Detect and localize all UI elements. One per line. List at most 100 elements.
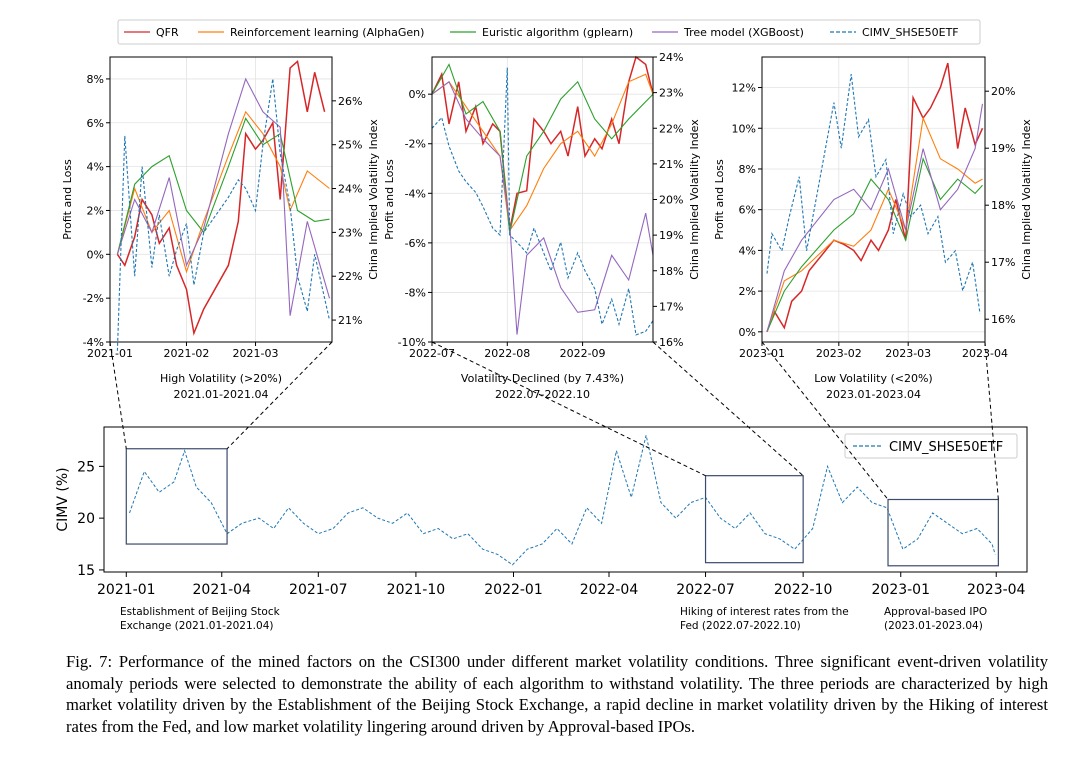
y2-tick-label: 19% [659,229,683,242]
period-highlight-box [887,498,999,567]
panel-subtitle: 2023.01-2023.04 [826,388,921,401]
x-tick-label: 2021-01 [87,347,133,360]
series-line [431,67,654,336]
series-line [766,74,981,314]
y-tick-label: -2% [83,292,104,305]
y-tick-label: 8% [87,73,104,86]
series-line [116,117,330,255]
zoom-connector [226,341,333,450]
zoom-connector [984,341,999,500]
panel-frame [103,426,1028,573]
period-highlight-box [125,448,228,545]
legend-frame [117,19,981,45]
period-highlight-box [704,475,804,564]
y2-tick-label: 17% [659,300,683,313]
y2-axis-label: China Implied Volatility Index [1020,119,1033,280]
annotation-beijing: Establishment of Beijing Stock Exchange … [120,606,280,632]
y-tick-label: 8% [739,163,756,176]
panel-subtitle: 2021.01-2021.04 [174,388,269,401]
y2-tick-label: 16% [991,313,1015,326]
legend-label: CIMV_SHSE50ETF [889,440,1003,455]
legend-label: Reinforcement learning (AlphaGen) [230,26,424,39]
panel-frame [761,56,986,343]
y2-tick-label: 21% [659,158,683,171]
x-tick-label: 2022-10 [774,582,833,598]
figure-canvas: QFR Reinforcement learning (AlphaGen) Euri… [55,19,1033,598]
zoom-connector [431,341,706,477]
y-axis-label: Profit and Loss [61,159,74,240]
y-tick-label: 25 [77,459,95,475]
x-tick-label: 2023-03 [885,347,931,360]
annotation-ipo: Approval-based IPO (2023.01-2023.04) [884,606,988,632]
y2-tick-label: 21% [338,314,362,327]
y2-axis-label: China Implied Volatility Index [367,119,380,280]
legend-label: Euristic algorithm (gplearn) [482,26,633,39]
figure-legend: QFR Reinforcement learning (AlphaGen) Euri… [117,19,981,45]
y-tick-label: -4% [83,336,104,349]
panel-title: Low Volatility (<20%) [814,372,932,385]
series-line [431,73,654,232]
y-axis-label: Profit and Loss [713,159,726,240]
y-tick-label: 0% [409,88,426,101]
x-tick-label: 2021-07 [289,582,348,598]
legend-label: CIMV_SHSE50ETF [862,26,959,39]
y-tick-label: 2% [87,204,104,217]
legend-label: QFR [156,26,179,39]
y2-tick-label: 23% [338,226,362,239]
panel-subtitle: 2022.07-2022.10 [495,388,590,401]
x-tick-label: 2022-08 [484,347,530,360]
y-tick-label: 4% [739,244,756,257]
y2-tick-label: 25% [338,139,362,152]
figure-caption: Fig. 7: Performance of the mined factors… [66,652,1048,736]
y2-tick-label: 22% [338,270,362,283]
y2-tick-label: 16% [659,336,683,349]
y2-tick-label: 20% [659,194,683,207]
x-tick-label: 2023-01 [872,582,931,598]
y-tick-label: -8% [405,286,426,299]
series-line [431,63,654,234]
x-tick-label: 2021-01 [97,582,156,598]
y-tick-label: -2% [405,138,426,151]
y2-tick-label: 24% [338,183,362,196]
zoom-connector [109,341,127,449]
annotation-fed: Hiking of interest rates from the Fed (2… [680,606,849,632]
panel-frame [109,56,333,343]
x-tick-label: 2022-09 [560,347,606,360]
series-line [766,62,984,333]
y-tick-label: 4% [87,161,104,174]
y2-tick-label: 20% [991,85,1015,98]
series-line [116,59,326,336]
y2-axis-label: China Implied Volatility Index [688,119,701,280]
y-axis-label: Profit and Loss [383,159,396,240]
x-tick-label: 2021-04 [193,582,252,598]
y-tick-label: 10% [732,122,756,135]
zoom-connector [652,341,804,477]
x-tick-label: 2023-02 [816,347,862,360]
zoom-connector [761,341,889,500]
series-line [431,80,654,335]
y-tick-label: 6% [87,117,104,130]
panel-title: High Volatility (>20%) [160,372,282,385]
x-tick-label: 2023-01 [739,347,785,360]
timeline-legend: CIMV_SHSE50ETF [844,433,1018,459]
series-line [116,110,330,274]
series-line [116,78,331,351]
series-line [116,77,331,316]
y-tick-label: 15 [77,563,95,579]
x-tick-label: 2022-07 [409,347,455,360]
series-line [766,103,984,332]
y2-tick-label: 18% [991,199,1015,212]
legend-label: Tree model (XGBoost) [683,26,804,39]
y-tick-label: -6% [405,237,426,250]
y2-tick-label: 19% [991,142,1015,155]
series-line [766,156,983,333]
y-tick-label: -4% [405,187,426,200]
y2-tick-label: 24% [659,51,683,64]
y-tick-label: 6% [739,204,756,217]
panel-title: Volatility Declined (by 7.43%) [461,372,624,385]
y-tick-label: 0% [739,326,756,339]
x-tick-label: 2023-04 [962,347,1008,360]
x-tick-label: 2022-01 [484,582,543,598]
y-tick-label: -10% [398,336,426,349]
series-line [129,435,996,566]
